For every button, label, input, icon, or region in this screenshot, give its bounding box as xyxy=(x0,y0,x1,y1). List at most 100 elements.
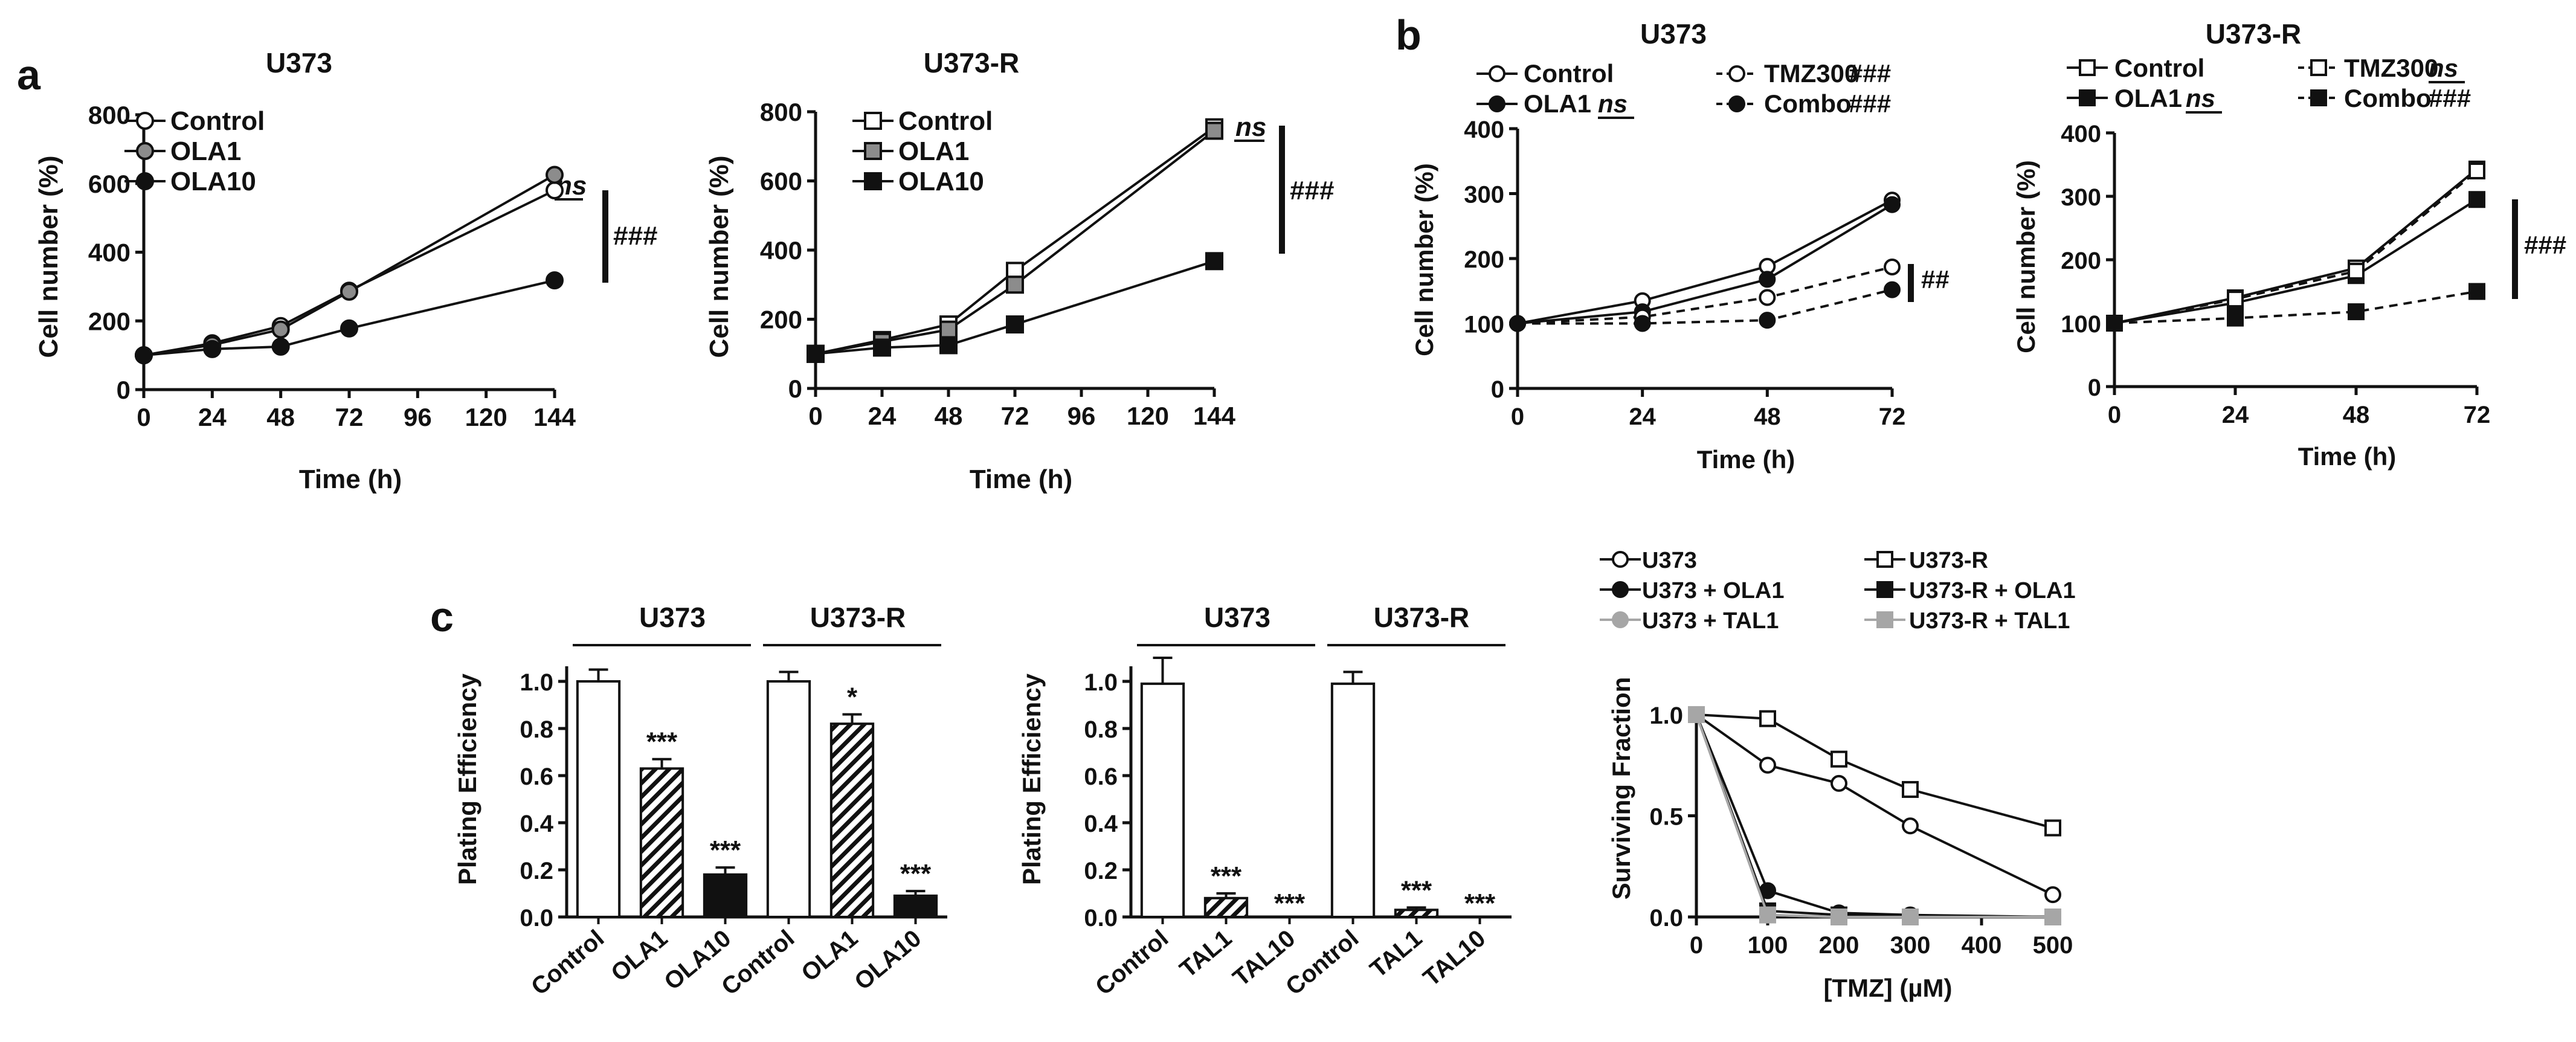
series-line-1 xyxy=(1695,714,2053,918)
x-tick-label: 120 xyxy=(465,403,507,431)
legend-label-tmz300: TMZ300 xyxy=(1764,59,1858,88)
y-tick-label: 0.6 xyxy=(520,764,553,790)
data-point-3-0 xyxy=(1509,315,1526,332)
x-tick-label: 0 xyxy=(2108,402,2121,428)
legend-label-u373r-tal1: U373-R + TAL1 xyxy=(1909,608,2070,634)
y-axis-label: Cell number (%) xyxy=(2012,160,2040,353)
y-tick-label: 0.2 xyxy=(1084,858,1118,884)
legend-label-control: Control xyxy=(2114,54,2204,82)
category-label-5: TAL10 xyxy=(1418,925,1491,991)
data-point-2-3 xyxy=(2468,162,2485,179)
y-tick-label: 200 xyxy=(1464,246,1504,273)
bar-0 xyxy=(1140,682,1185,919)
y-tick-label: 0.4 xyxy=(520,811,553,837)
legend-label-tmz300: TMZ300 xyxy=(2344,54,2438,82)
y-tick-label: 1.0 xyxy=(1649,703,1683,729)
legend-suffix-combo: ### xyxy=(1849,89,1891,118)
y-tick-label: 200 xyxy=(2061,248,2101,274)
y-axis-label: Cell number (%) xyxy=(1410,163,1438,356)
legend-label-control: Control xyxy=(1524,59,1614,88)
x-tick-label: 200 xyxy=(1819,932,1860,959)
legend-label-u373r: U373-R xyxy=(1909,548,1988,573)
legend-suffix-ola1: ns xyxy=(1598,89,1628,118)
data-point-3-1 xyxy=(1759,710,1776,727)
x-tick-label: 400 xyxy=(1962,932,2002,959)
data-point-2-0 xyxy=(807,344,825,363)
legend-swatch-marker xyxy=(2079,59,2096,76)
data-point-3-3 xyxy=(1884,281,1901,298)
chart-c3-surviving-fraction: [TMZ] (µM) Surviving Fraction U373 U373 … xyxy=(1600,548,2076,1002)
category-label-1: TAL1 xyxy=(1175,925,1237,983)
data-point-2-2 xyxy=(1759,289,1776,306)
panel-label-a: a xyxy=(17,51,41,98)
data-point-3-0 xyxy=(2106,315,2123,332)
y-tick-label: 800 xyxy=(760,98,802,126)
data-point-0-2 xyxy=(1831,774,1847,792)
data-point-3-3 xyxy=(1902,780,1919,798)
data-point-3-1 xyxy=(2227,309,2244,327)
x-tick-label: 72 xyxy=(2464,402,2491,428)
annotation-ns: ns xyxy=(1235,112,1266,142)
x-tick-label: 144 xyxy=(533,403,576,431)
group-label-u373: U373 xyxy=(639,602,706,633)
x-tick-label: 96 xyxy=(404,403,432,431)
data-point-5-0 xyxy=(1688,706,1705,723)
x-tick-label: 0 xyxy=(137,403,150,431)
data-point-3-2 xyxy=(2348,303,2365,321)
legend-swatch-marker xyxy=(1876,611,1893,628)
x-tick-label: 48 xyxy=(2343,402,2370,428)
legend-suffix-tmz300: ### xyxy=(1849,59,1891,88)
y-tick-label: 400 xyxy=(1464,117,1504,143)
data-point-2-3 xyxy=(1884,258,1901,275)
legend-label-combo: Combo xyxy=(1764,89,1852,118)
x-axis-label: Time (h) xyxy=(299,465,402,494)
y-tick-label: 0 xyxy=(1491,376,1504,403)
series-line-0 xyxy=(1517,199,1893,325)
data-point-2-1 xyxy=(203,339,222,358)
data-point-2-1 xyxy=(873,338,891,357)
bar-3 xyxy=(1330,682,1376,919)
y-tick-label: 600 xyxy=(760,167,802,196)
data-point-3-3 xyxy=(2468,283,2485,300)
y-axis-label: Plating Efficiency xyxy=(1017,673,1046,885)
data-point-2-3 xyxy=(1006,315,1024,334)
bar-2 xyxy=(703,873,748,919)
data-point-2-4 xyxy=(546,271,564,290)
y-tick-label: 0.2 xyxy=(520,858,553,884)
series-line-3 xyxy=(1696,713,2053,829)
legend-swatch-marker xyxy=(2079,89,2096,106)
group-label-u373r: U373-R xyxy=(810,602,906,633)
data-point-0-4 xyxy=(546,181,564,200)
chart-b1-u373-tmz: U373 Time (h) Cell number (%) Control OL… xyxy=(1410,18,1950,474)
legend-swatch-marker xyxy=(1876,551,1893,568)
y-tick-label: 0.4 xyxy=(1084,811,1118,837)
significance-label-1: *** xyxy=(646,727,678,757)
legend-label-control: Control xyxy=(898,106,993,136)
series-line-1 xyxy=(1517,204,1893,325)
series-line-3 xyxy=(1518,288,1893,325)
annotation-hash: ## xyxy=(1921,265,1950,294)
x-tick-label: 24 xyxy=(868,402,897,430)
data-point-3-1 xyxy=(1634,315,1651,332)
legend-suffix-tmz300: ns xyxy=(2429,54,2458,82)
y-tick-label: 400 xyxy=(88,239,130,267)
legend-swatch-marker xyxy=(864,142,882,160)
x-tick-label: 500 xyxy=(2033,932,2073,959)
y-tick-label: 0.0 xyxy=(1084,905,1118,931)
x-tick-label: 72 xyxy=(1001,402,1029,430)
significance-label-5: *** xyxy=(900,859,932,889)
data-point-3-2 xyxy=(1831,750,1847,768)
legend-swatch-marker xyxy=(136,112,154,130)
series-line-3 xyxy=(2114,290,2478,324)
chart-title: U373 xyxy=(1640,18,1707,50)
chart-a1-u373-growth: U373 Time (h) Cell number (%) Control OL… xyxy=(34,47,657,494)
data-point-2-2 xyxy=(2348,262,2365,280)
data-point-5-4 xyxy=(2044,909,2061,925)
legend-swatch-marker xyxy=(1876,581,1893,598)
series-line-1 xyxy=(2114,198,2478,324)
x-tick-label: 24 xyxy=(1629,404,1656,430)
data-point-0-3 xyxy=(1902,817,1919,835)
data-point-1-3 xyxy=(1884,196,1901,213)
bar-4 xyxy=(829,722,875,918)
